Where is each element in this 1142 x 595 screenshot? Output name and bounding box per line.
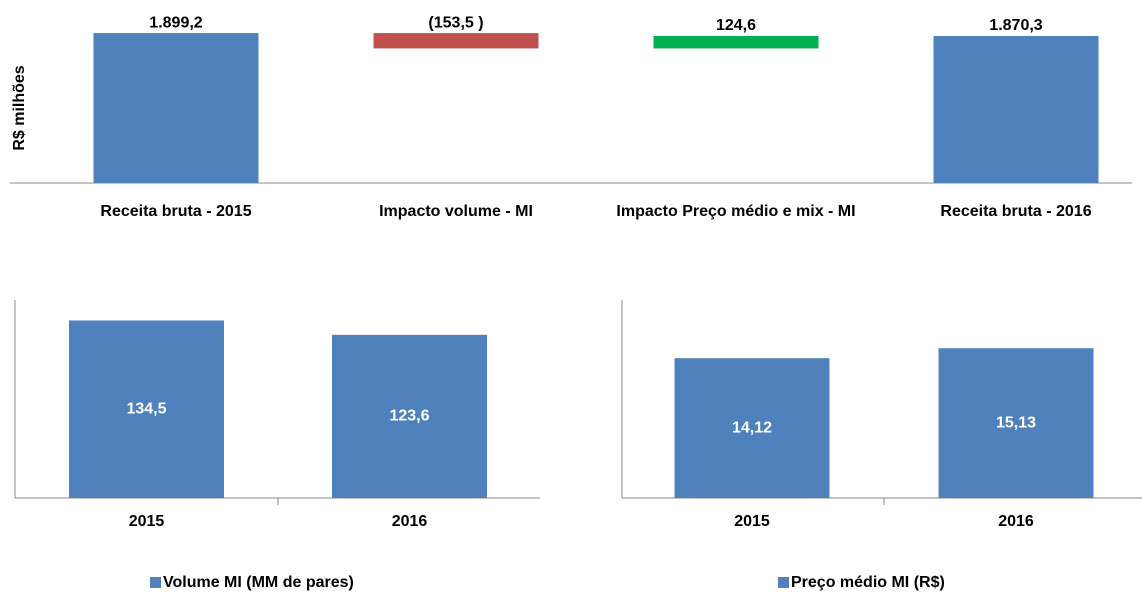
legend-label: Volume MI (MM de pares) [163,574,354,591]
x-tick-label: 2016 [998,513,1034,530]
value-label: 124,6 [716,17,756,34]
bar [938,348,1094,498]
legend-swatch [150,577,161,588]
x-tick-label: Receita bruta - 2016 [940,203,1092,220]
value-label: 15,13 [996,414,1036,431]
value-label: 1.870,3 [989,17,1042,34]
bar [933,35,1099,183]
legend-swatch [778,577,789,588]
x-tick-label: Impacto Preço médio e mix - MI [616,203,856,220]
x-tick-label: 2015 [734,513,770,530]
y-axis-label: R$ milhões [11,65,28,150]
value-label: 14,12 [732,419,772,436]
x-tick-label: Impacto volume - MI [379,203,533,220]
bar [653,35,819,49]
legend-label: Preço médio MI (R$) [791,574,945,591]
bar [93,33,259,183]
bar [674,358,830,498]
x-tick-label: 2016 [391,513,428,530]
bar [69,320,224,498]
value-label: 123,6 [389,408,429,425]
bar [332,334,487,498]
value-label: 134,5 [126,400,166,417]
value-label: (153,5 ) [428,14,483,31]
value-label: 1.899,2 [149,14,202,31]
x-tick-label: 2015 [128,513,165,530]
x-tick-label: Receita bruta - 2015 [100,203,252,220]
bar [373,33,539,49]
